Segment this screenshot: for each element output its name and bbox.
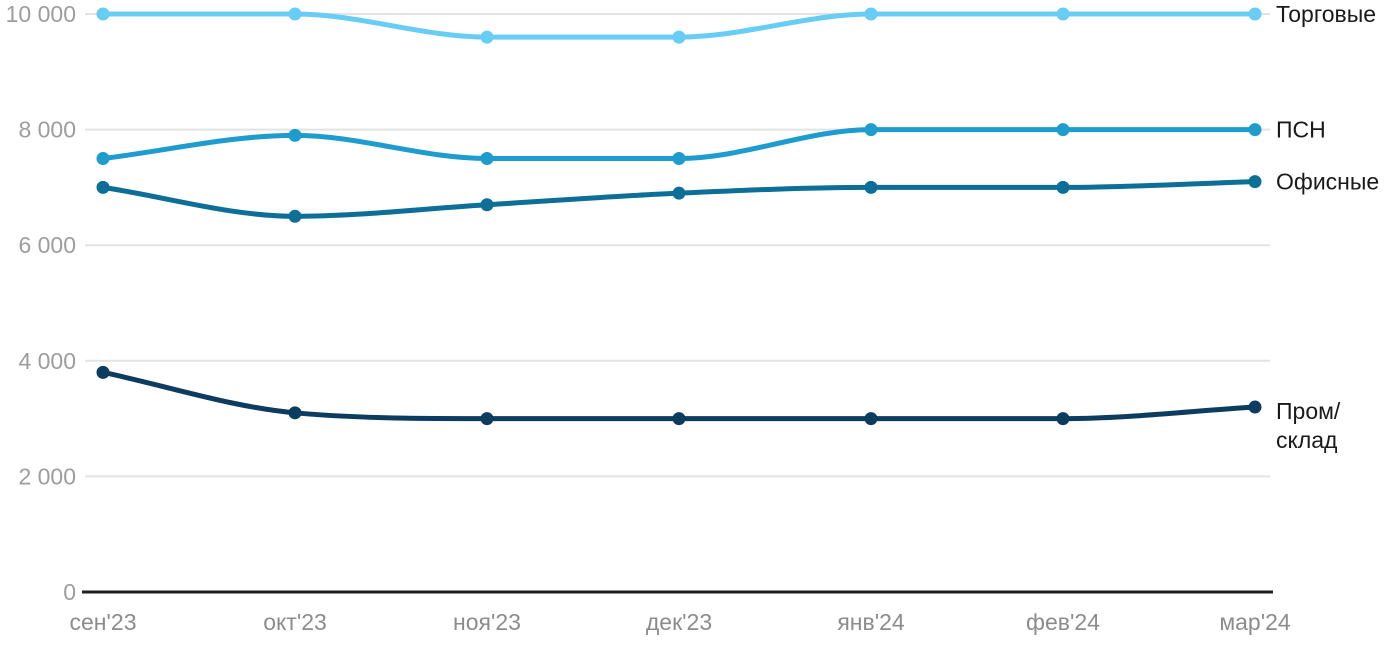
series-point-ПСН[interactable]: [288, 128, 302, 142]
x-tick-label: янв'24: [837, 609, 905, 635]
series-point-Торговые[interactable]: [672, 30, 686, 44]
x-tick-label: окт'23: [263, 609, 327, 635]
y-tick-label: 8 000: [18, 117, 76, 143]
series-point-Торговые[interactable]: [480, 30, 494, 44]
series-point-Пром/склад[interactable]: [288, 406, 302, 420]
x-tick-label: дек'23: [646, 609, 712, 635]
series-point-Пром/склад[interactable]: [96, 365, 110, 379]
series-label-Офисные: Офисные: [1276, 169, 1379, 195]
y-tick-label: 4 000: [18, 348, 76, 374]
x-tick-label: фев'24: [1026, 609, 1100, 635]
series-point-Офисные[interactable]: [480, 198, 494, 212]
y-tick-label: 10 000: [6, 1, 76, 27]
series-label-Торговые: Торговые: [1276, 1, 1376, 27]
series-point-Пром/склад[interactable]: [480, 412, 494, 426]
series-point-ПСН[interactable]: [96, 152, 110, 165]
series-line-Пром/склад: [100, 369, 1258, 422]
series-point-ПСН[interactable]: [672, 152, 686, 165]
series-point-Торговые[interactable]: [96, 7, 110, 21]
series-point-Пром/склад[interactable]: [1248, 400, 1262, 414]
y-tick-label: 6 000: [18, 232, 76, 258]
series-point-Пром/склад[interactable]: [672, 412, 686, 426]
series-point-ПСН[interactable]: [480, 152, 494, 165]
series-point-Торговые[interactable]: [288, 7, 302, 21]
y-tick-label: 2 000: [18, 463, 76, 489]
series-point-Торговые[interactable]: [1056, 7, 1070, 21]
series-point-Торговые[interactable]: [1248, 7, 1262, 21]
y-tick-label: 0: [63, 579, 76, 605]
series-point-Пром/склад[interactable]: [1056, 412, 1070, 426]
x-tick-label: сен'23: [70, 609, 137, 635]
series-point-Офисные[interactable]: [864, 180, 878, 194]
series-label-Пром/склад: склад: [1276, 427, 1338, 453]
series-point-Офисные[interactable]: [96, 180, 110, 194]
x-tick-label: мар'24: [1219, 609, 1291, 635]
series-point-Офисные[interactable]: [672, 186, 686, 200]
series-label-ПСН: ПСН: [1276, 117, 1326, 143]
series-point-Офисные[interactable]: [1248, 175, 1262, 189]
series-point-Торговые[interactable]: [864, 7, 878, 21]
series-point-ПСН[interactable]: [864, 123, 878, 137]
series-point-Пром/склад[interactable]: [864, 412, 878, 426]
x-tick-label: ноя'23: [453, 609, 521, 635]
series-label-Пром/склад: Пром/: [1276, 398, 1341, 424]
series-point-ПСН[interactable]: [1056, 123, 1070, 137]
series-point-Офисные[interactable]: [288, 209, 302, 223]
series-point-ПСН[interactable]: [1248, 123, 1262, 137]
series-point-Офисные[interactable]: [1056, 180, 1070, 194]
